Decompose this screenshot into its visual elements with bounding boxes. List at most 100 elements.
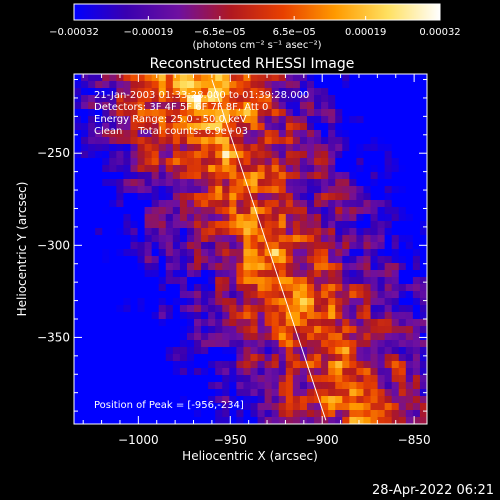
heatmap-cell [370,172,379,180]
heatmap-cell [278,95,287,103]
heatmap-cell [88,319,96,327]
heatmap-cell [130,326,139,334]
heatmap-cell [144,270,153,278]
heatmap-cell [179,403,188,411]
heatmap-cell [363,305,372,313]
heatmap-cell [165,179,174,187]
heatmap-cell [165,284,174,292]
heatmap-cell [398,319,407,327]
heatmap-cell [314,88,322,96]
heatmap-cell [370,368,379,376]
heatmap-cell [412,270,421,278]
heatmap-cell [278,270,287,278]
heatmap-cell [419,284,427,292]
heatmap-cell [137,242,146,250]
heatmap-cell [278,144,287,152]
heatmap-cell [264,179,273,187]
heatmap-cell [229,144,237,152]
heatmap-cell [391,305,400,313]
heatmap-cell [405,242,414,250]
heatmap-cell [412,319,421,327]
heatmap-cell [229,102,237,110]
heatmap-cell [349,305,357,313]
heatmap-cell [412,228,421,236]
heatmap-cell [370,249,379,257]
heatmap-cell [335,312,343,320]
heatmap-cell [186,74,195,82]
heatmap-cell [342,298,350,306]
heatmap-cell [158,137,167,145]
heatmap-cell [285,368,294,376]
heatmap-cell [363,291,372,299]
heatmap-cell [264,291,273,299]
heatmap-cell [250,74,259,82]
heatmap-cell [109,214,117,222]
heatmap-cell [229,305,237,313]
heatmap-cell [419,102,427,110]
heatmap-cell [95,256,103,264]
heatmap-cell [292,137,301,145]
heatmap-cell [81,179,89,187]
heatmap-cell [81,102,89,110]
heatmap-cell [229,354,237,362]
heatmap-cell [165,130,174,138]
heatmap-cell [412,410,421,418]
heatmap-cell [384,403,393,411]
heatmap-cell [201,137,209,145]
heatmap-cell [95,284,103,292]
heatmap-cell [95,298,103,306]
heatmap-cell [384,158,393,166]
heatmap-cell [314,200,322,208]
heatmap-cell [405,375,414,383]
heatmap-cell [398,256,407,264]
heatmap-cell [356,228,365,236]
heatmap-cell [215,326,223,334]
heatmap-cell [158,361,167,369]
heatmap-cell [95,116,103,124]
heatmap-cell [419,137,427,145]
heatmap-cell [88,74,96,82]
heatmap-cell [137,151,146,159]
heatmap-cell [377,354,386,362]
heatmap-cell [363,270,372,278]
heatmap-cell [222,242,230,250]
heatmap-cell [278,312,287,320]
heatmap-cell [377,291,386,299]
heatmap-cell [243,130,252,138]
heatmap-cell [363,312,372,320]
heatmap-cell [384,291,393,299]
heatmap-cell [151,123,160,131]
heatmap-cell [102,179,110,187]
heatmap-cell [292,179,301,187]
heatmap-cell [172,305,181,313]
heatmap-cell [123,158,132,166]
heatmap-cell [306,193,315,201]
heatmap-cell [285,130,294,138]
heatmap-cell [179,396,188,404]
heatmap-cell [391,123,400,131]
heatmap-cell [116,277,125,285]
heatmap-cell [123,298,132,306]
heatmap-cell [412,165,421,173]
heatmap-cell [292,81,301,89]
heatmap-cell [299,333,308,341]
heatmap-cell [151,228,160,236]
heatmap-cell [278,88,287,96]
heatmap-cell [356,396,365,404]
heatmap-cell [250,235,259,243]
heatmap-cell [419,403,427,411]
annotation-peak: Position of Peak = [-956,-234] [94,400,244,411]
heatmap-cell [321,305,329,313]
heatmap-cell [335,291,343,299]
heatmap-cell [285,375,294,383]
heatmap-cell [271,116,280,124]
heatmap-cell [384,368,393,376]
heatmap-cell [186,200,195,208]
heatmap-cell [116,137,125,145]
heatmap-cell [328,298,336,306]
heatmap-cell [130,263,139,271]
heatmap-cell [398,200,407,208]
heatmap-cell [116,123,125,131]
heatmap-cell [412,158,421,166]
heatmap-cell [179,95,188,103]
